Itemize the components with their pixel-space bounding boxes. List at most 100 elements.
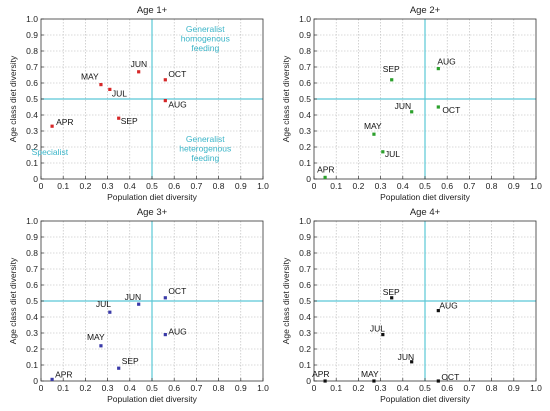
y-tick-label: 1.0 [299, 216, 311, 226]
x-tick-label: 0 [312, 383, 317, 393]
point-label: OCT [168, 69, 186, 79]
annotation-line: feeding [191, 153, 219, 163]
data-point [323, 175, 327, 179]
y-tick-label: 0.9 [26, 232, 38, 242]
x-tick-label: 0 [312, 181, 317, 191]
x-tick-label: 0.8 [486, 383, 498, 393]
x-tick-label: 0.2 [79, 181, 91, 191]
y-tick-label: 1.0 [26, 216, 38, 226]
x-tick-label: 0.1 [330, 383, 342, 393]
annotation-line: Specialist [32, 147, 69, 157]
point-label: APR [55, 369, 72, 379]
y-tick-label: 0.3 [299, 126, 311, 136]
y-tick-label: 0.4 [299, 110, 311, 120]
point-label: SEP [121, 116, 138, 126]
point-label: APR [312, 369, 329, 379]
x-axis-label: Population diet diversity [380, 192, 471, 202]
point-label: JUN [398, 352, 415, 362]
y-tick-label: 0.4 [26, 312, 38, 322]
y-tick-label: 0.4 [299, 312, 311, 322]
y-axis-label: Age class diet diversity [8, 257, 18, 344]
x-tick-label: 0.6 [441, 383, 453, 393]
y-tick-label: 0.4 [26, 110, 38, 120]
quadrant-annotation: Specialist [32, 147, 69, 157]
data-point [410, 360, 414, 364]
y-tick-label: 0.8 [26, 248, 38, 258]
data-point [436, 67, 440, 71]
data-point [390, 296, 394, 300]
x-tick-label: 0.4 [397, 181, 409, 191]
data-point [163, 296, 167, 300]
x-tick-label: 0.9 [508, 181, 520, 191]
y-axis-label: Age class diet diversity [281, 55, 291, 142]
annotation-line: homogenous [181, 33, 230, 43]
y-tick-label: 0.1 [26, 360, 38, 370]
point-label: JUL [96, 299, 111, 309]
y-tick-label: 1.0 [26, 14, 38, 24]
data-point [117, 116, 121, 120]
x-tick-label: 0.2 [352, 383, 364, 393]
x-tick-label: 0.2 [352, 181, 364, 191]
y-tick-label: 0.1 [299, 360, 311, 370]
x-tick-label: 0.6 [168, 181, 180, 191]
y-tick-label: 0.7 [26, 62, 38, 72]
x-tick-label: 0.7 [190, 383, 202, 393]
y-tick-label: 0.5 [299, 296, 311, 306]
data-point [381, 150, 385, 154]
data-point [163, 99, 167, 103]
x-tick-label: 0.5 [419, 181, 431, 191]
y-tick-label: 0.1 [299, 158, 311, 168]
y-tick-label: 0.1 [26, 158, 38, 168]
x-tick-label: 0.3 [102, 383, 114, 393]
y-tick-label: 0.9 [299, 232, 311, 242]
scatter-panel-4: 0 0.1 0.2 0.3 0.4 0.5 0.6 0.7 0.8 0.9 1.0 0 0.1 0.2 0.… [281, 207, 542, 404]
data-point [372, 379, 376, 383]
point-label: SEP [383, 64, 400, 74]
x-tick-label: 0.1 [57, 383, 69, 393]
x-tick-label: 1.0 [530, 383, 542, 393]
chart-title: Age 4+ [410, 207, 441, 218]
y-tick-label: 0 [33, 174, 38, 184]
quadrant-annotation: Generalist homogenous feeding [181, 24, 230, 53]
point-label: JUN [395, 101, 412, 111]
point-label: JUN [125, 292, 142, 302]
x-tick-label: 0 [39, 383, 44, 393]
data-point [50, 124, 54, 128]
scatter-panel-1: 0 0.1 0.2 0.3 0.4 0.5 0.6 0.7 0.8 0.9 1.0 0 0.1 0.2 0.… [8, 5, 269, 202]
data-point [323, 379, 327, 383]
point-label: MAY [364, 121, 382, 131]
x-tick-label: 0.2 [79, 383, 91, 393]
annotation-line: heterogenous [179, 144, 231, 154]
point-label: JUN [131, 59, 148, 69]
y-tick-label: 0.9 [299, 30, 311, 40]
annotation-line: Generalist [186, 24, 225, 34]
point-label: JUL [112, 88, 127, 98]
data-point [99, 344, 103, 348]
y-tick-label: 0.8 [26, 46, 38, 56]
x-tick-label: 0.3 [375, 383, 387, 393]
y-tick-label: 0.5 [26, 296, 38, 306]
data-point [410, 110, 414, 114]
y-tick-label: 0 [306, 174, 311, 184]
x-tick-label: 0.9 [235, 181, 247, 191]
data-point [137, 302, 141, 306]
data-point [108, 87, 112, 91]
x-axis-label: Population diet diversity [380, 394, 471, 404]
data-point [108, 310, 112, 314]
x-tick-label: 1.0 [530, 181, 542, 191]
y-tick-label: 0 [306, 376, 311, 386]
y-tick-label: 0.6 [299, 78, 311, 88]
point-label: OCT [168, 286, 186, 296]
point-label: MAY [361, 369, 379, 379]
x-tick-label: 0.8 [213, 383, 225, 393]
y-tick-label: 0.8 [299, 46, 311, 56]
data-point [137, 70, 141, 74]
chart-title: Age 2+ [410, 5, 441, 16]
data-point [436, 309, 440, 313]
annotation-line: feeding [191, 43, 219, 53]
x-tick-label: 0.5 [146, 383, 158, 393]
x-tick-label: 0.7 [463, 181, 475, 191]
point-label: AUG [168, 327, 186, 337]
